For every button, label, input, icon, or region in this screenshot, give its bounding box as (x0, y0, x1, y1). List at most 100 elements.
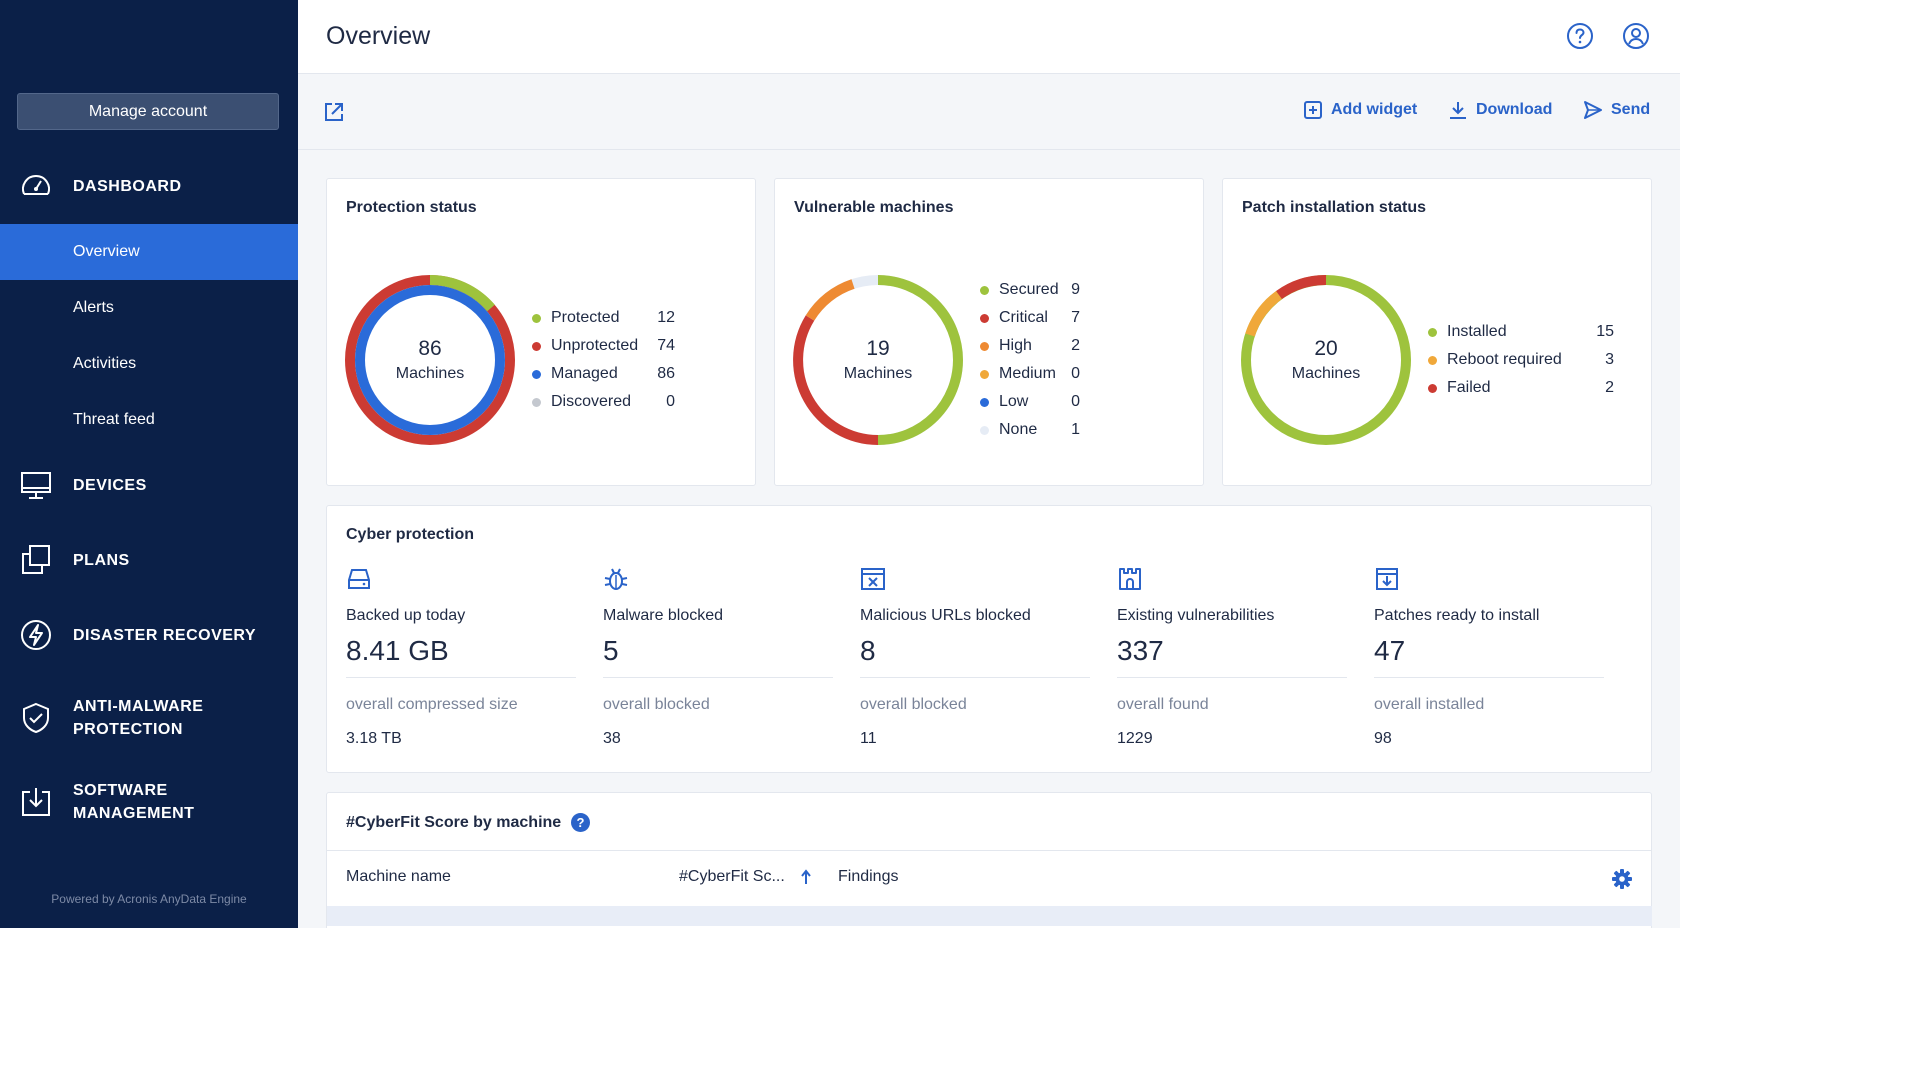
legend-dot (980, 397, 989, 407)
legend-label: Managed (551, 365, 618, 382)
donut-total: 19 (866, 337, 890, 360)
widget-title: Protection status (346, 199, 477, 216)
legend-dot (532, 341, 541, 351)
monitor-icon (21, 472, 51, 499)
legend-item: Failed 2 (1428, 374, 1614, 402)
table-row[interactable] (327, 906, 1652, 926)
vulnerable-machines-widget: Vulnerable machines 19 Machines Secured 9… (774, 178, 1204, 486)
nav-section-disaster-recovery[interactable]: DISASTER RECOVERY (0, 617, 298, 653)
donut-center: 20 Machines (1241, 275, 1411, 445)
sidebar-item-activities[interactable]: Activities (0, 336, 298, 392)
metric-sub-label: overall found (1117, 696, 1209, 713)
svg-text:?: ? (577, 815, 585, 830)
powered-by-text: Powered by Acronis AnyData Engine (51, 892, 247, 906)
hard-drive-icon (348, 569, 370, 589)
user-circle-icon[interactable] (1622, 22, 1650, 50)
donut-total: 20 (1314, 337, 1338, 360)
plus-square-icon (1304, 101, 1322, 119)
legend-item: Managed 86 (532, 360, 675, 388)
nav-section-anti-malware-protection[interactable]: ANTI-MALWARE PROTECTION (0, 695, 298, 741)
download-icon (1450, 102, 1466, 119)
legend-item: Discovered 0 (532, 388, 675, 416)
legend-dot (532, 397, 541, 407)
add-widget-button[interactable]: Add widget (1303, 100, 1417, 120)
shield-check-icon (23, 702, 49, 734)
column-header-cyberfit-score[interactable]: #CyberFit Sc... (679, 868, 813, 886)
lightning-icon (21, 620, 51, 650)
legend-item: Secured 9 (980, 276, 1080, 304)
expand-icon[interactable] (324, 102, 344, 122)
donut-total: 86 (418, 337, 442, 360)
gear-icon[interactable] (1611, 868, 1633, 890)
manage-account-button[interactable]: Manage account (17, 93, 279, 130)
metric-sub-value: 11 (860, 730, 877, 747)
dashboard-gauge-icon (22, 175, 50, 195)
download-button[interactable]: Download (1448, 100, 1552, 120)
column-header-label: #CyberFit Sc... (679, 868, 785, 885)
legend-value: 0 (666, 393, 675, 410)
column-header-machine-name[interactable]: Machine name (346, 868, 451, 885)
legend-label: Discovered (551, 393, 632, 410)
nav-section-label: ANTI-MALWARE PROTECTION (73, 695, 203, 741)
sidebar-item-threat-feed[interactable]: Threat feed (0, 392, 298, 448)
widget-title: #CyberFit Score by machine ? (346, 813, 591, 832)
nav-section-label: DASHBOARD (73, 177, 182, 195)
metric-vulnerabilities: Existing vulnerabilities 337 overall fou… (1117, 566, 1347, 748)
sidebar-item-overview[interactable]: Overview (0, 224, 298, 280)
cyberfit-score-widget: #CyberFit Score by machine ? Machine nam… (326, 792, 1652, 928)
legend-value: 0 (1071, 365, 1080, 382)
metric-sub-label: overall blocked (603, 696, 710, 713)
legend-dot (1428, 355, 1437, 365)
metric-sub-label: overall compressed size (346, 696, 518, 713)
sidebar-item-label: Overview (73, 243, 140, 260)
legend-label: Secured (999, 281, 1059, 298)
nav-section-label: DISASTER RECOVERY (73, 626, 257, 644)
metric-sub-value: 1229 (1117, 730, 1153, 747)
nav-section-plans[interactable]: PLANS (0, 542, 298, 578)
legend-item: Protected 12 (532, 304, 675, 332)
metric-sub-label: overall blocked (860, 696, 967, 713)
legend-item: Critical 7 (980, 304, 1080, 332)
sidebar-item-label: Alerts (73, 299, 114, 316)
legend-dot (980, 369, 989, 379)
nav-section-dashboard[interactable]: DASHBOARD (0, 168, 298, 204)
legend-dot (980, 313, 989, 323)
plans-copy-icon (22, 545, 50, 574)
help-badge-icon[interactable]: ? (571, 813, 591, 832)
nav-section-devices[interactable]: DEVICES (0, 467, 298, 503)
legend-value: 12 (657, 309, 675, 326)
metric-malicious-urls: Malicious URLs blocked 8 overall blocked… (860, 566, 1090, 748)
nav-section-software-management[interactable]: SOFTWARE MANAGEMENT (0, 779, 298, 825)
send-label: Send (1611, 101, 1651, 118)
legend-label: Low (999, 393, 1029, 410)
send-button[interactable]: Send (1583, 100, 1650, 120)
metric-malware-blocked: Malware blocked 5 overall blocked 38 (603, 566, 833, 748)
sort-ascending-icon[interactable] (799, 869, 813, 885)
nav-section-label-line1: SOFTWARE (73, 782, 168, 799)
nav-section-label-line1: ANTI-MALWARE (73, 698, 204, 715)
help-circle-icon[interactable] (1566, 22, 1594, 50)
nav-section-label-line2: MANAGEMENT (73, 805, 195, 822)
legend-value: 9 (1071, 281, 1080, 298)
patch-download-icon (1376, 568, 1398, 590)
donut-unit: Machines (843, 365, 913, 382)
metric-label: Patches ready to install (1374, 607, 1540, 624)
sidebar-item-alerts[interactable]: Alerts (0, 280, 298, 336)
widget-title: Vulnerable machines (794, 199, 954, 216)
legend-item: Low 0 (980, 388, 1080, 416)
protection-donut-chart (345, 275, 515, 445)
legend-value: 2 (1605, 379, 1614, 396)
cyber-protection-widget: Cyber protection Backed up today 8.41 GB… (326, 505, 1652, 773)
metric-value: 8.41 GB (346, 635, 576, 678)
donut-unit: Machines (395, 365, 465, 382)
metric-sub-value: 3.18 TB (346, 730, 402, 747)
vulnerable-donut-chart (793, 275, 963, 445)
app-window: Manage account DASHBOARD Overview Alerts… (0, 0, 1680, 928)
metric-patches-ready: Patches ready to install 47 overall inst… (1374, 566, 1604, 748)
nav-section-label: SOFTWARE MANAGEMENT (73, 779, 194, 825)
metric-value: 5 (603, 635, 833, 678)
page-title: Overview (326, 22, 431, 50)
metric-backed-up: Backed up today 8.41 GB overall compress… (346, 566, 576, 748)
legend-label: None (999, 421, 1038, 438)
column-header-findings[interactable]: Findings (838, 868, 899, 885)
